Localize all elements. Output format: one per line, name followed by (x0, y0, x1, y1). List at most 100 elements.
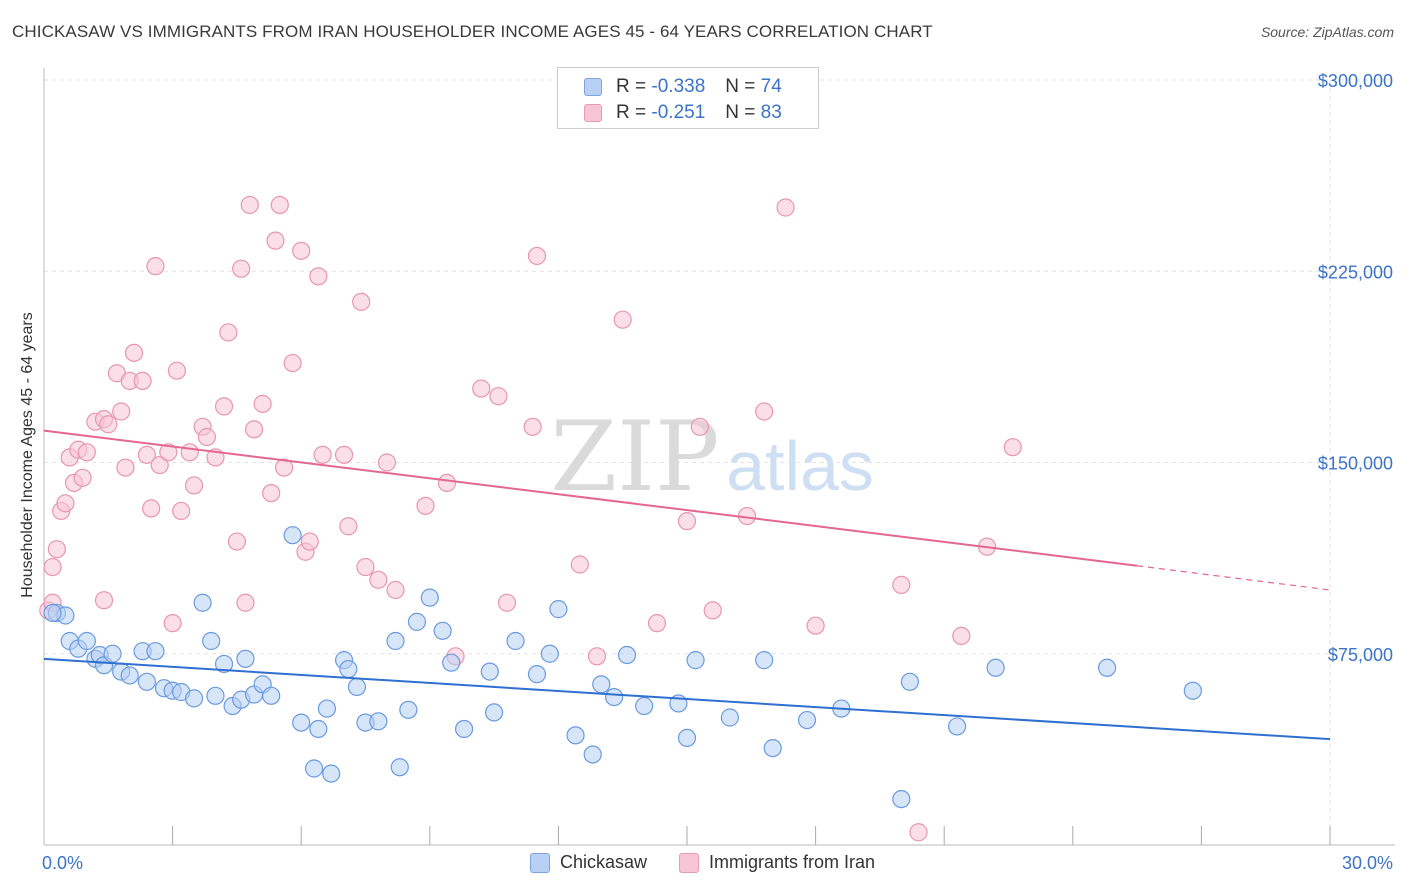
iran-point (159, 443, 178, 462)
iran-point (489, 387, 508, 406)
chickasaw-point (566, 726, 585, 745)
iran-point (150, 455, 169, 475)
chickasaw-point (322, 764, 341, 783)
iran-point (270, 195, 289, 215)
iran-point (587, 647, 607, 666)
stats-legend: R = -0.338 N = 74 R = -0.251 N = 83 (557, 67, 819, 129)
iran-point (690, 417, 709, 436)
trend-lines (43, 429, 1331, 741)
iran-point (416, 496, 435, 515)
y-tick-label: $225,000 (1318, 262, 1393, 282)
n-label: N = (725, 76, 756, 97)
chickasaw-point (617, 645, 637, 665)
axes (43, 68, 1395, 846)
chickasaw-point (485, 703, 504, 722)
chickasaw-point (193, 593, 212, 612)
iran-point (146, 257, 165, 276)
iran-point (112, 402, 131, 421)
chickasaw-point (755, 651, 774, 670)
chickasaw-point (540, 644, 559, 663)
iran-point (262, 484, 281, 503)
chickasaw-point (43, 603, 62, 623)
n-label: N = (725, 102, 756, 123)
chickasaw-point (202, 631, 221, 651)
r-value: -0.338 (651, 76, 706, 97)
chickasaw-point (527, 665, 547, 684)
chickasaw-point (77, 631, 96, 651)
chickasaw-point (986, 658, 1005, 677)
chickasaw-point (103, 644, 122, 663)
iran-point (283, 353, 302, 373)
iran-point (236, 593, 255, 612)
iran-point (377, 453, 397, 472)
chickasaw-point (1097, 658, 1117, 677)
chickasaw-point (433, 621, 452, 640)
y-tick-label: $150,000 (1318, 454, 1393, 474)
iran-point (184, 476, 204, 495)
chickasaw-point (605, 687, 624, 707)
iran-point (47, 540, 66, 559)
iran-point (892, 575, 911, 595)
chickasaw-point (720, 708, 739, 727)
iran-point (43, 557, 62, 577)
chickasaw-point (206, 686, 225, 705)
iran-point (570, 555, 589, 574)
iran-point (266, 231, 285, 250)
source-label: Source: ZipAtlas.com (1260, 24, 1394, 40)
chickasaw-point (304, 759, 324, 778)
legend-item-chickasaw[interactable]: Chickasaw (530, 852, 647, 873)
legend-label-iran: Immigrants from Iran (709, 852, 876, 872)
iran-point (240, 195, 259, 215)
iran-point (497, 593, 517, 612)
y-tick-label: $300,000 (1318, 71, 1393, 91)
iran-point (472, 379, 491, 398)
iran-point (142, 499, 161, 518)
chickasaw-point (686, 651, 705, 670)
series-chickasaw-points (43, 526, 1202, 809)
chickasaw-point (347, 677, 367, 697)
tick-labels: $75,000 $150,000 $225,000 $300,000 0.0% 30.0% (42, 71, 1393, 873)
iran-point (1003, 438, 1022, 457)
chickasaw-point (892, 789, 911, 809)
iran-point (369, 570, 388, 589)
iran-point (197, 427, 216, 447)
iran-point (56, 494, 75, 513)
x-tick-label: 30.0% (1342, 853, 1393, 873)
chickasaw-point (947, 717, 967, 736)
chickasaw-point (236, 649, 255, 668)
r-label: R = (616, 102, 647, 123)
iran-point (219, 323, 238, 342)
iran-point (292, 241, 311, 260)
iran-point (214, 397, 234, 416)
iran-point (776, 198, 795, 217)
chickasaw-swatch (584, 78, 602, 96)
iran-trend-line (43, 429, 1138, 567)
iran-point (172, 501, 191, 521)
r-value: -0.251 (651, 102, 706, 123)
chickasaw-point (583, 745, 602, 764)
chickasaw-point (369, 712, 388, 731)
stats-row-iran: R = -0.251 N = 83 (558, 100, 782, 126)
iran-point (677, 512, 697, 531)
iran-point (952, 626, 971, 646)
chickasaw-point (283, 526, 302, 545)
iran-point (244, 420, 264, 439)
iran-point (133, 371, 152, 390)
iran-point (253, 394, 272, 413)
watermark-zip: ZIP (550, 401, 719, 513)
iran-point (527, 246, 547, 266)
iran-point (309, 267, 328, 286)
iran-point (180, 443, 199, 462)
iran-point (300, 532, 319, 551)
chickasaw-point (900, 672, 920, 691)
watermark: ZIP atlas (550, 401, 874, 513)
iran-point (94, 591, 114, 610)
series-legend: Chickasaw Immigrants from Iran (530, 852, 907, 873)
watermark-atlas: atlas (726, 427, 874, 505)
legend-label-chickasaw: Chickasaw (560, 852, 648, 872)
chickasaw-point (1183, 681, 1202, 700)
chickasaw-point (184, 689, 204, 708)
chickasaw-point (635, 696, 654, 716)
chickasaw-point (390, 758, 409, 777)
legend-item-iran[interactable]: Immigrants from Iran (679, 852, 875, 873)
